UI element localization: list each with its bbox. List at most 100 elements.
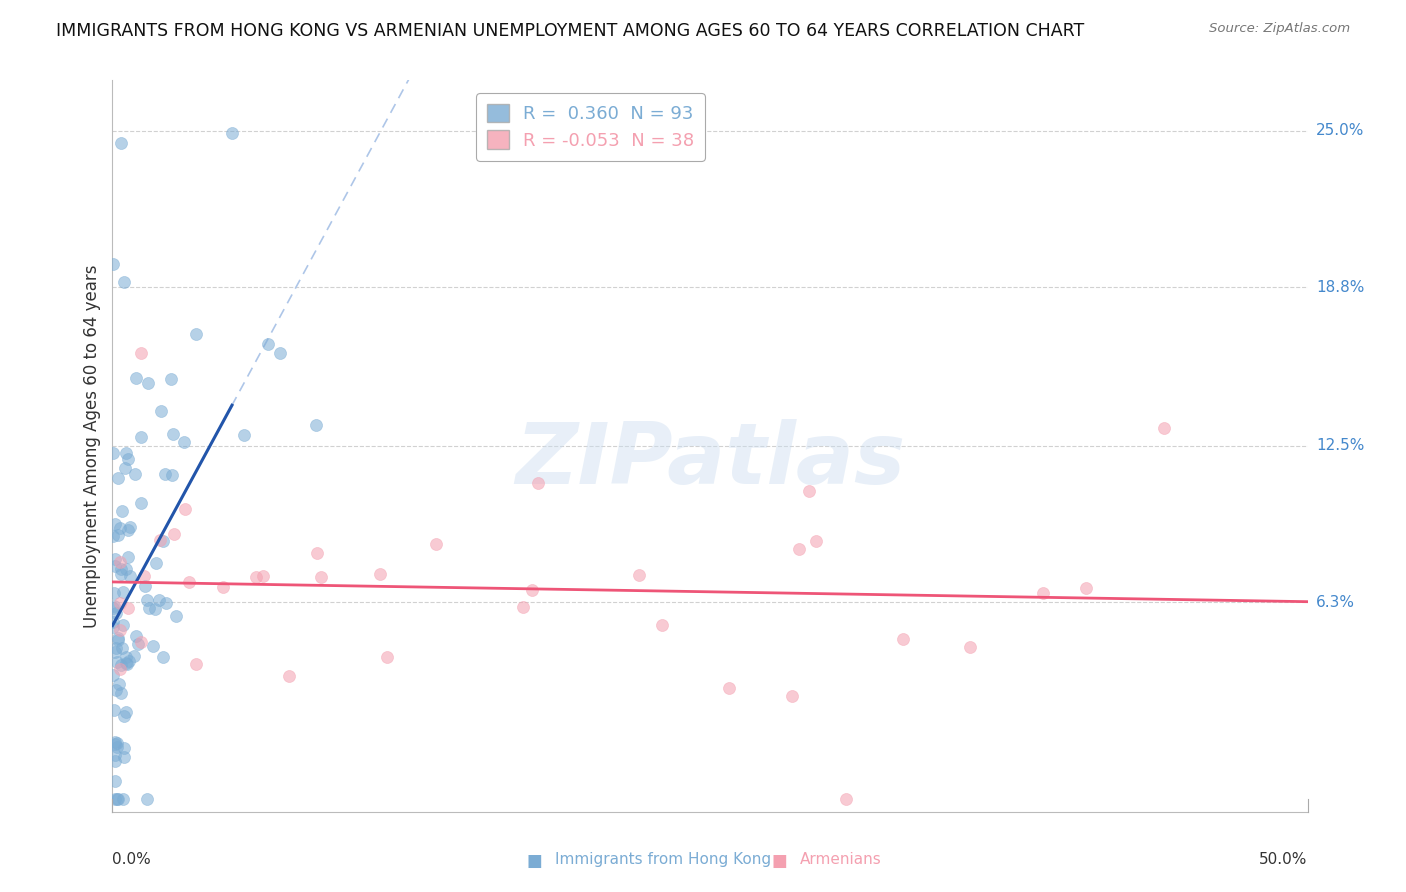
Point <box>104 682 127 697</box>
Point <box>425 537 447 551</box>
Text: 18.8%: 18.8% <box>1316 279 1364 294</box>
Point <box>186 327 208 342</box>
Point <box>122 649 145 664</box>
Point <box>375 650 398 665</box>
Point <box>131 496 153 510</box>
Point <box>104 552 127 566</box>
Point <box>115 650 138 665</box>
Point <box>787 542 810 557</box>
Point <box>110 657 132 672</box>
Point <box>110 136 132 151</box>
Point <box>124 467 146 482</box>
Point <box>117 601 139 615</box>
Point <box>103 529 125 543</box>
Point <box>103 586 125 600</box>
Point <box>138 376 160 390</box>
Text: Source: ZipAtlas.com: Source: ZipAtlas.com <box>1209 22 1350 36</box>
Point <box>114 275 135 289</box>
Point <box>114 460 136 475</box>
Point <box>112 618 135 632</box>
Point <box>118 654 141 668</box>
Point <box>512 600 534 615</box>
Point <box>114 562 136 576</box>
Point <box>257 337 280 351</box>
Text: 6.3%: 6.3% <box>1316 595 1355 610</box>
Point <box>115 705 138 719</box>
Point <box>107 632 129 647</box>
Point <box>107 631 129 645</box>
Point <box>245 569 267 583</box>
Text: ■: ■ <box>527 852 543 870</box>
Point <box>115 657 138 672</box>
Point <box>108 596 131 610</box>
Text: ZIPatlas: ZIPatlas <box>515 419 905 502</box>
Point <box>101 601 124 615</box>
Text: 50.0%: 50.0% <box>1260 852 1308 867</box>
Point <box>186 657 208 672</box>
Point <box>149 404 172 418</box>
Point <box>717 681 740 695</box>
Point <box>101 619 124 633</box>
Point <box>835 792 858 806</box>
Point <box>108 662 131 676</box>
Point <box>145 556 167 570</box>
Y-axis label: Unemployment Among Ages 60 to 64 years: Unemployment Among Ages 60 to 64 years <box>83 264 101 628</box>
Point <box>155 467 177 481</box>
Legend: R =  0.360  N = 93, R = -0.053  N = 38: R = 0.360 N = 93, R = -0.053 N = 38 <box>477 93 704 161</box>
Point <box>152 649 174 664</box>
Point <box>134 579 156 593</box>
Point <box>212 580 235 594</box>
Point <box>127 637 149 651</box>
Point <box>136 592 159 607</box>
Point <box>891 632 914 647</box>
Point <box>134 568 156 582</box>
Text: 12.5%: 12.5% <box>1316 439 1364 453</box>
Point <box>305 546 328 560</box>
Point <box>104 747 127 762</box>
Point <box>103 704 125 718</box>
Text: IMMIGRANTS FROM HONG KONG VS ARMENIAN UNEMPLOYMENT AMONG AGES 60 TO 64 YEARS COR: IMMIGRANTS FROM HONG KONG VS ARMENIAN UN… <box>56 22 1084 40</box>
Point <box>111 585 134 599</box>
Point <box>104 641 127 656</box>
Point <box>1076 582 1098 596</box>
Point <box>804 533 827 548</box>
Point <box>1032 585 1054 599</box>
Point <box>368 567 391 582</box>
Point <box>114 446 136 460</box>
Point <box>110 567 132 582</box>
Point <box>125 629 148 643</box>
Point <box>112 709 135 723</box>
Point <box>162 426 184 441</box>
Point <box>104 735 127 749</box>
Point <box>527 476 550 491</box>
Point <box>129 345 152 359</box>
Point <box>108 677 131 691</box>
Point <box>105 736 128 750</box>
Point <box>108 624 131 638</box>
Point <box>148 593 170 607</box>
Point <box>252 569 274 583</box>
Point <box>108 555 131 569</box>
Point <box>269 346 291 360</box>
Text: 25.0%: 25.0% <box>1316 123 1364 138</box>
Point <box>797 484 820 499</box>
Point <box>120 569 142 583</box>
Point <box>305 418 328 433</box>
Point <box>155 596 177 610</box>
Point <box>311 570 333 584</box>
Point <box>138 600 160 615</box>
Point <box>110 562 132 576</box>
Point <box>142 639 165 653</box>
Point <box>159 372 181 386</box>
Point <box>104 645 127 659</box>
Point <box>117 523 139 537</box>
Point <box>104 559 127 574</box>
Point <box>111 504 134 518</box>
Point <box>101 257 124 271</box>
Point <box>780 690 803 704</box>
Point <box>149 533 172 548</box>
Point <box>1153 421 1175 435</box>
Point <box>107 792 129 806</box>
Point <box>101 615 124 630</box>
Point <box>111 640 134 655</box>
